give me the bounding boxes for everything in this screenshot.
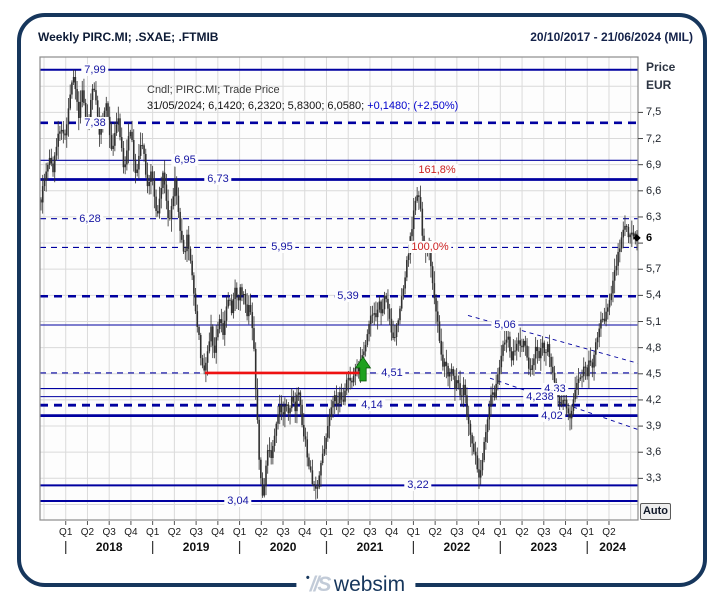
price-axis-unit: EUR — [646, 78, 672, 92]
x-axis-quarter-label: Q2 — [80, 527, 95, 538]
price-tick: 3,9 — [646, 420, 662, 433]
price-tick: 6,6 — [646, 184, 662, 197]
x-axis-quarter-label: Q4 — [558, 527, 573, 538]
level-label: 5,39 — [334, 290, 362, 303]
x-axis-quarter-label: Q2 — [602, 527, 616, 538]
x-axis-quarter-label: Q1 — [232, 527, 247, 538]
x-axis-quarter-label: Q4 — [298, 527, 312, 538]
level-label: 6,28 — [76, 212, 104, 225]
fib-level-label: 161,8% — [415, 163, 459, 176]
price-tick: 3,3 — [646, 472, 662, 485]
level-label: 4,02 — [538, 409, 566, 422]
chart-title: Weekly PIRC.MI; .SXAE; .FTMIB — [38, 30, 219, 44]
x-axis-year-label: 2024 — [599, 540, 626, 554]
level-label: 3,04 — [224, 495, 252, 507]
x-axis-quarter-label: Q1 — [493, 527, 507, 538]
x-axis-year-label: 2023 — [530, 540, 558, 554]
x-axis-quarter-label: Q3 — [537, 527, 551, 538]
legend-change-value: +0,1480; (+2,50%) — [367, 100, 459, 112]
date-range: 20/10/2017 - 21/06/2024 (MIL) — [530, 30, 693, 44]
x-axis-year-label: 2021 — [356, 540, 384, 554]
logo-wordmark: websim — [333, 573, 406, 596]
price-tick: 5,7 — [646, 263, 662, 276]
x-axis-year-label: 2018 — [95, 540, 123, 554]
x-axis-quarter-label: Q3 — [276, 527, 290, 538]
x-axis-quarter-label: Q2 — [167, 527, 182, 538]
x-axis-quarter-label: Q3 — [450, 527, 464, 538]
level-label: 4,51 — [378, 366, 406, 379]
x-axis-year-label: 2019 — [182, 540, 210, 554]
x-axis-quarter-label: Q4 — [211, 527, 225, 538]
level-label: 5,95 — [268, 241, 296, 254]
x-axis-quarter-label: Q2 — [341, 527, 355, 538]
price-tick: 5,4 — [646, 289, 662, 302]
level-label: 6,73 — [204, 173, 232, 186]
legend-ohlc-line: 31/05/2024; 6,1420; 6,2320; 5,8300; 6,05… — [147, 100, 459, 112]
price-tick: 6,9 — [646, 158, 662, 171]
x-axis-quarter-label: Q1 — [59, 527, 73, 538]
logo-mark-icon: //S — [309, 573, 332, 596]
level-label: 4,238 — [523, 390, 557, 403]
x-axis-quarter-label: Q1 — [580, 527, 594, 538]
x-axis-quarter-label: Q3 — [189, 527, 203, 538]
price-tick: 4,5 — [646, 367, 662, 380]
price-tick: 7,5 — [646, 106, 662, 119]
x-axis-quarter-label: Q4 — [124, 527, 138, 538]
logo-dot: • — [305, 572, 310, 584]
websim-logo: •//S websim — [295, 565, 416, 600]
x-axis-quarter-label: Q1 — [145, 527, 160, 538]
x-axis-year-label: 2020 — [269, 540, 297, 554]
x-axis-quarter-label: Q2 — [254, 527, 268, 538]
x-axis-quarter-label: Q1 — [406, 527, 421, 538]
level-label: 3,22 — [404, 479, 432, 492]
price-axis-title: Price — [646, 60, 676, 74]
price-tick: 6,3 — [646, 210, 662, 223]
current-price-diamond-icon: ◆ — [633, 232, 641, 244]
x-axis-quarter-label: Q2 — [515, 527, 529, 538]
price-tick: 3,6 — [646, 446, 662, 459]
price-tick-current: 6 — [646, 232, 653, 245]
x-axis-quarter-label: Q4 — [471, 527, 486, 538]
x-axis-quarter-label: Q3 — [363, 527, 377, 538]
x-axis-quarter-label: Q1 — [319, 527, 334, 538]
level-label: 6,95 — [171, 154, 199, 167]
legend-series-line: Cndl; PIRC.MI; Trade Price — [147, 84, 280, 96]
level-label: 4,14 — [358, 399, 386, 412]
price-tick: 5,1 — [646, 315, 662, 328]
x-axis-quarter-label: Q2 — [428, 527, 442, 538]
fib-level-label: 100,0% — [408, 241, 452, 254]
x-axis-year-label: 2022 — [443, 540, 471, 554]
price-tick: 7,2 — [646, 132, 662, 145]
level-label: 7,99 — [81, 63, 109, 76]
auto-scale-button[interactable]: Auto — [640, 503, 671, 520]
price-tick: 4,2 — [646, 393, 662, 406]
level-label: 7,38 — [81, 116, 109, 129]
x-axis-quarter-label: Q4 — [385, 527, 399, 538]
legend: Cndl; PIRC.MI; Trade Price 31/05/2024; 6… — [147, 82, 458, 114]
level-label: 5,06 — [491, 319, 519, 331]
price-tick: 4,8 — [646, 341, 662, 354]
x-axis-quarter-label: Q3 — [102, 527, 116, 538]
